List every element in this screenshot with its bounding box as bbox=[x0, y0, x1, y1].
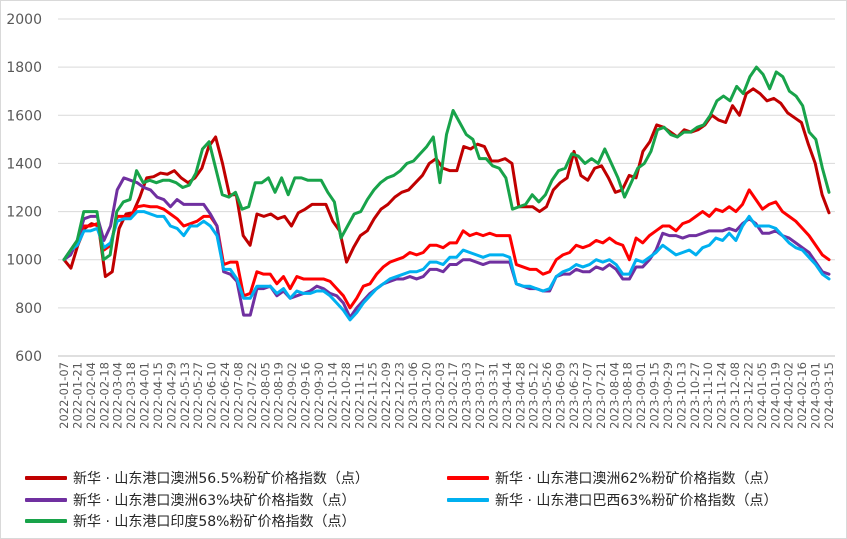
x-tick-label: 2023-06-23 bbox=[567, 362, 581, 429]
x-tick-label: 2023-03-17 bbox=[473, 362, 487, 429]
x-tick-label: 2022-12-09 bbox=[379, 362, 393, 429]
x-tick-label: 2023-01-20 bbox=[419, 362, 433, 429]
x-tick-label: 2024-01-19 bbox=[768, 362, 782, 429]
series-lines bbox=[62, 65, 831, 322]
x-tick-label: 2022-09-16 bbox=[299, 362, 313, 429]
gridlines bbox=[58, 18, 835, 357]
y-tick-label: 1600 bbox=[6, 108, 42, 124]
x-tick-label: 2023-12-08 bbox=[728, 362, 742, 429]
x-tick-label: 2022-02-18 bbox=[97, 362, 111, 429]
x-tick-label: 2024-03-01 bbox=[809, 362, 823, 429]
x-tick-label: 2022-07-22 bbox=[245, 362, 259, 429]
legend-label: 新华 · 山东港口澳洲56.5%粉矿价格指数（点） bbox=[73, 471, 369, 487]
x-tick-label: 2023-02-03 bbox=[433, 362, 447, 429]
y-axis-tick-labels: 600 800 1000 1200 1400 1600 1800 2000 bbox=[6, 12, 42, 365]
series-line bbox=[62, 210, 831, 322]
series-line bbox=[62, 188, 831, 310]
x-tick-label: 2023-09-15 bbox=[648, 362, 662, 429]
x-tick-label: 2023-05-26 bbox=[540, 362, 554, 429]
x-tick-label: 2022-05-13 bbox=[178, 362, 192, 429]
x-tick-label: 2023-09-01 bbox=[634, 362, 648, 429]
x-tick-label: 2022-08-05 bbox=[258, 362, 272, 429]
x-tick-label: 2023-06-09 bbox=[554, 362, 568, 429]
x-tick-label: 2023-03-31 bbox=[486, 362, 500, 429]
legend-swatch bbox=[25, 519, 67, 523]
x-tick-label: 2022-11-11 bbox=[352, 362, 366, 429]
x-tick-label: 2022-04-15 bbox=[151, 362, 165, 429]
x-tick-label: 2023-07-07 bbox=[580, 362, 594, 429]
legend-label: 新华 · 山东港口巴西63%粉矿价格指数（点） bbox=[495, 493, 778, 509]
legend-swatch bbox=[25, 498, 67, 502]
x-tick-label: 2023-07-21 bbox=[594, 362, 608, 429]
x-tick-label: 2023-04-28 bbox=[513, 362, 527, 429]
x-tick-label: 2022-01-07 bbox=[57, 362, 71, 429]
x-tick-label: 2023-11-24 bbox=[715, 362, 729, 429]
x-tick-label: 2023-09-29 bbox=[661, 362, 675, 429]
x-tick-label: 2023-02-17 bbox=[446, 362, 460, 429]
x-tick-label: 2023-08-18 bbox=[621, 362, 635, 429]
x-tick-label: 2023-04-14 bbox=[500, 362, 514, 429]
x-tick-label: 2022-04-29 bbox=[164, 362, 178, 429]
x-tick-label: 2023-12-22 bbox=[741, 362, 755, 429]
x-tick-label: 2022-11-25 bbox=[366, 362, 380, 429]
x-axis-tick-labels: 2022-01-07 2022-01-21 2022-02-04 2022-02-18… bbox=[57, 362, 836, 429]
x-tick-label: 2023-11-10 bbox=[701, 362, 715, 429]
x-tick-label: 2022-03-18 bbox=[124, 362, 138, 429]
x-tick-label: 2024-02-02 bbox=[782, 362, 796, 429]
legend-label: 新华 · 山东港口澳洲63%块矿价格指数（点） bbox=[73, 493, 356, 509]
x-tick-label: 2022-08-19 bbox=[272, 362, 286, 429]
y-tick-label: 1000 bbox=[6, 253, 42, 269]
legend-item: 新华 · 山东港口澳洲63%块矿价格指数（点） bbox=[25, 490, 355, 510]
legend-label: 新华 · 山东港口澳洲62%粉矿价格指数（点） bbox=[495, 471, 778, 487]
y-tick-label: 1200 bbox=[6, 205, 42, 221]
legend-item: 新华 · 山东港口澳洲56.5%粉矿价格指数（点） bbox=[25, 468, 369, 488]
x-tick-label: 2022-12-23 bbox=[393, 362, 407, 429]
y-tick-label: 2000 bbox=[6, 12, 42, 28]
y-tick-label: 800 bbox=[15, 301, 42, 317]
x-tick-label: 2023-10-13 bbox=[674, 362, 688, 429]
x-tick-label: 2022-01-21 bbox=[70, 362, 84, 429]
x-tick-label: 2022-02-04 bbox=[84, 362, 98, 429]
x-tick-label: 2022-03-04 bbox=[111, 362, 125, 429]
y-tick-label: 600 bbox=[15, 349, 42, 365]
y-tick-label: 1400 bbox=[6, 156, 42, 172]
x-tick-label: 2024-03-15 bbox=[822, 362, 836, 429]
x-tick-label: 2023-01-06 bbox=[406, 362, 420, 429]
x-tick-label: 2022-04-01 bbox=[138, 362, 152, 429]
legend-swatch bbox=[447, 498, 489, 502]
legend-label: 新华 · 山东港口印度58%粉矿价格指数（点） bbox=[73, 514, 356, 530]
x-tick-label: 2023-05-12 bbox=[527, 362, 541, 429]
x-tick-label: 2024-01-05 bbox=[755, 362, 769, 429]
legend-item: 新华 · 山东港口印度58%粉矿价格指数（点） bbox=[25, 511, 355, 531]
x-tick-label: 2023-10-27 bbox=[688, 362, 702, 429]
series-line bbox=[62, 87, 831, 279]
x-tick-label: 2022-06-24 bbox=[218, 362, 232, 429]
x-tick-label: 2022-09-02 bbox=[285, 362, 299, 429]
x-tick-label: 2023-03-03 bbox=[460, 362, 474, 429]
x-tick-label: 2022-06-10 bbox=[205, 362, 219, 429]
x-tick-label: 2024-02-16 bbox=[795, 362, 809, 429]
legend-item: 新华 · 山东港口巴西63%粉矿价格指数（点） bbox=[447, 490, 777, 510]
x-tick-label: 2022-10-14 bbox=[325, 362, 339, 429]
x-tick-label: 2022-07-08 bbox=[231, 362, 245, 429]
series-line bbox=[62, 176, 831, 319]
x-tick-label: 2022-05-27 bbox=[191, 362, 205, 429]
legend-item: 新华 · 山东港口澳洲62%粉矿价格指数（点） bbox=[447, 468, 777, 488]
legend-swatch bbox=[25, 476, 67, 480]
y-tick-label: 1800 bbox=[6, 60, 42, 76]
x-tick-label: 2023-08-04 bbox=[607, 362, 621, 429]
x-tick-label: 2022-10-28 bbox=[339, 362, 353, 429]
legend-swatch bbox=[447, 476, 489, 480]
x-tick-label: 2022-09-30 bbox=[312, 362, 326, 429]
series-line bbox=[62, 65, 831, 262]
